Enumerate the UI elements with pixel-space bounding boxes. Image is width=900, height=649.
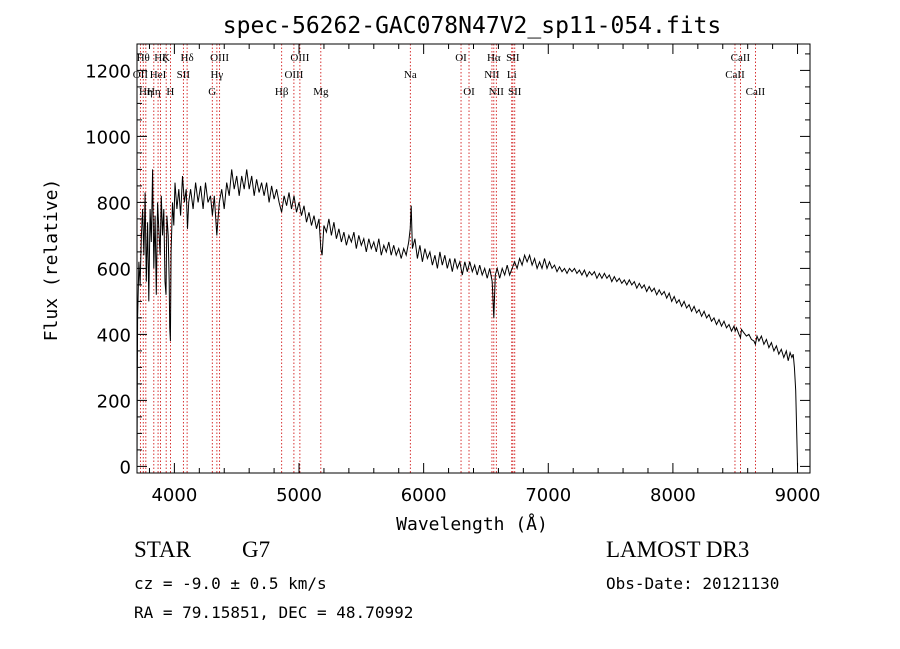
spectral-line-label: K	[162, 52, 170, 64]
spectral-line-label: OIII	[210, 52, 229, 64]
y-tick-label: 1000	[85, 127, 131, 148]
y-tick-label: 800	[97, 193, 131, 214]
object-class: STAR	[134, 537, 191, 562]
x-tick-label: 6000	[401, 485, 447, 506]
survey-name: LAMOST DR3	[606, 537, 750, 562]
ra-dec: RA = 79.15851, DEC = 48.70992	[134, 603, 414, 622]
x-tick-label: 4000	[151, 485, 197, 506]
spectral-line-label: Hη	[139, 86, 153, 98]
spectral-line-label: SII	[508, 86, 522, 98]
y-tick-label: 400	[97, 325, 131, 346]
spectral-line-label: SII	[177, 69, 191, 81]
spectral-line-label: Hδ	[181, 52, 194, 64]
chart-title: spec-56262-GAC078N47V2_sp11-054.fits	[223, 13, 722, 39]
spectral-line-label: Na	[404, 69, 417, 81]
redshift-cz: cz = -9.0 ± 0.5 km/s	[134, 574, 327, 593]
y-tick-label: 0	[120, 457, 131, 478]
spectral-line-label: Mg	[313, 86, 329, 98]
spectral-line-label: Hθ	[137, 52, 150, 64]
y-axis-label: Flux (relative)	[41, 179, 62, 342]
spectral-line-label: CaII	[725, 69, 745, 81]
y-tick-label: 600	[97, 259, 131, 280]
spectral-line-labels: OIIHθHηHηHeIHζKHSIIHδGHγOIIIHβOIIIOIIIMg…	[133, 52, 766, 98]
spectral-line-label: NII	[484, 69, 500, 81]
x-axis-label: Wavelength (Å)	[396, 513, 548, 535]
spectral-line-label: OIII	[290, 52, 309, 64]
spectrum-line	[136, 169, 798, 467]
spectral-line-label: Hα	[487, 52, 501, 64]
spectral-line-label: H	[166, 86, 174, 98]
x-tick-label: 7000	[525, 485, 571, 506]
object-subclass: G7	[242, 537, 271, 562]
x-tick-label: 9000	[775, 485, 821, 506]
spectral-line-label: CaII	[746, 86, 766, 98]
spectral-line-label: CaII	[731, 52, 751, 64]
x-axis-ticks: 4000 5000 6000 7000 8000 9000	[148, 44, 821, 506]
spectral-line-label: OI	[455, 52, 467, 64]
spectral-line-label: G	[208, 86, 216, 98]
spectral-line-label: SII	[506, 52, 520, 64]
y-axis-ticks: 0 200 400 600 800 1000 1200	[85, 53, 810, 478]
spectral-line-label: NII	[489, 86, 505, 98]
spectral-line-label: Hζ	[154, 52, 167, 64]
plot-frame	[136, 43, 811, 474]
x-tick-label: 8000	[650, 485, 696, 506]
x-tick-label: 5000	[276, 485, 322, 506]
spectral-line-label: Li	[507, 69, 517, 81]
spectral-line-markers	[139, 44, 756, 473]
y-tick-label: 200	[97, 391, 131, 412]
spectral-line-label: Hη	[147, 86, 161, 98]
spectral-line-label: HeI	[150, 69, 167, 81]
spectral-line-label: OIII	[284, 69, 303, 81]
spectral-line-label: OI	[463, 86, 475, 98]
spectral-line-label: Hβ	[275, 86, 289, 98]
y-tick-label: 1200	[85, 61, 131, 82]
spectral-line-label: Hγ	[210, 69, 223, 81]
obs-date: Obs-Date: 20121130	[606, 574, 780, 593]
